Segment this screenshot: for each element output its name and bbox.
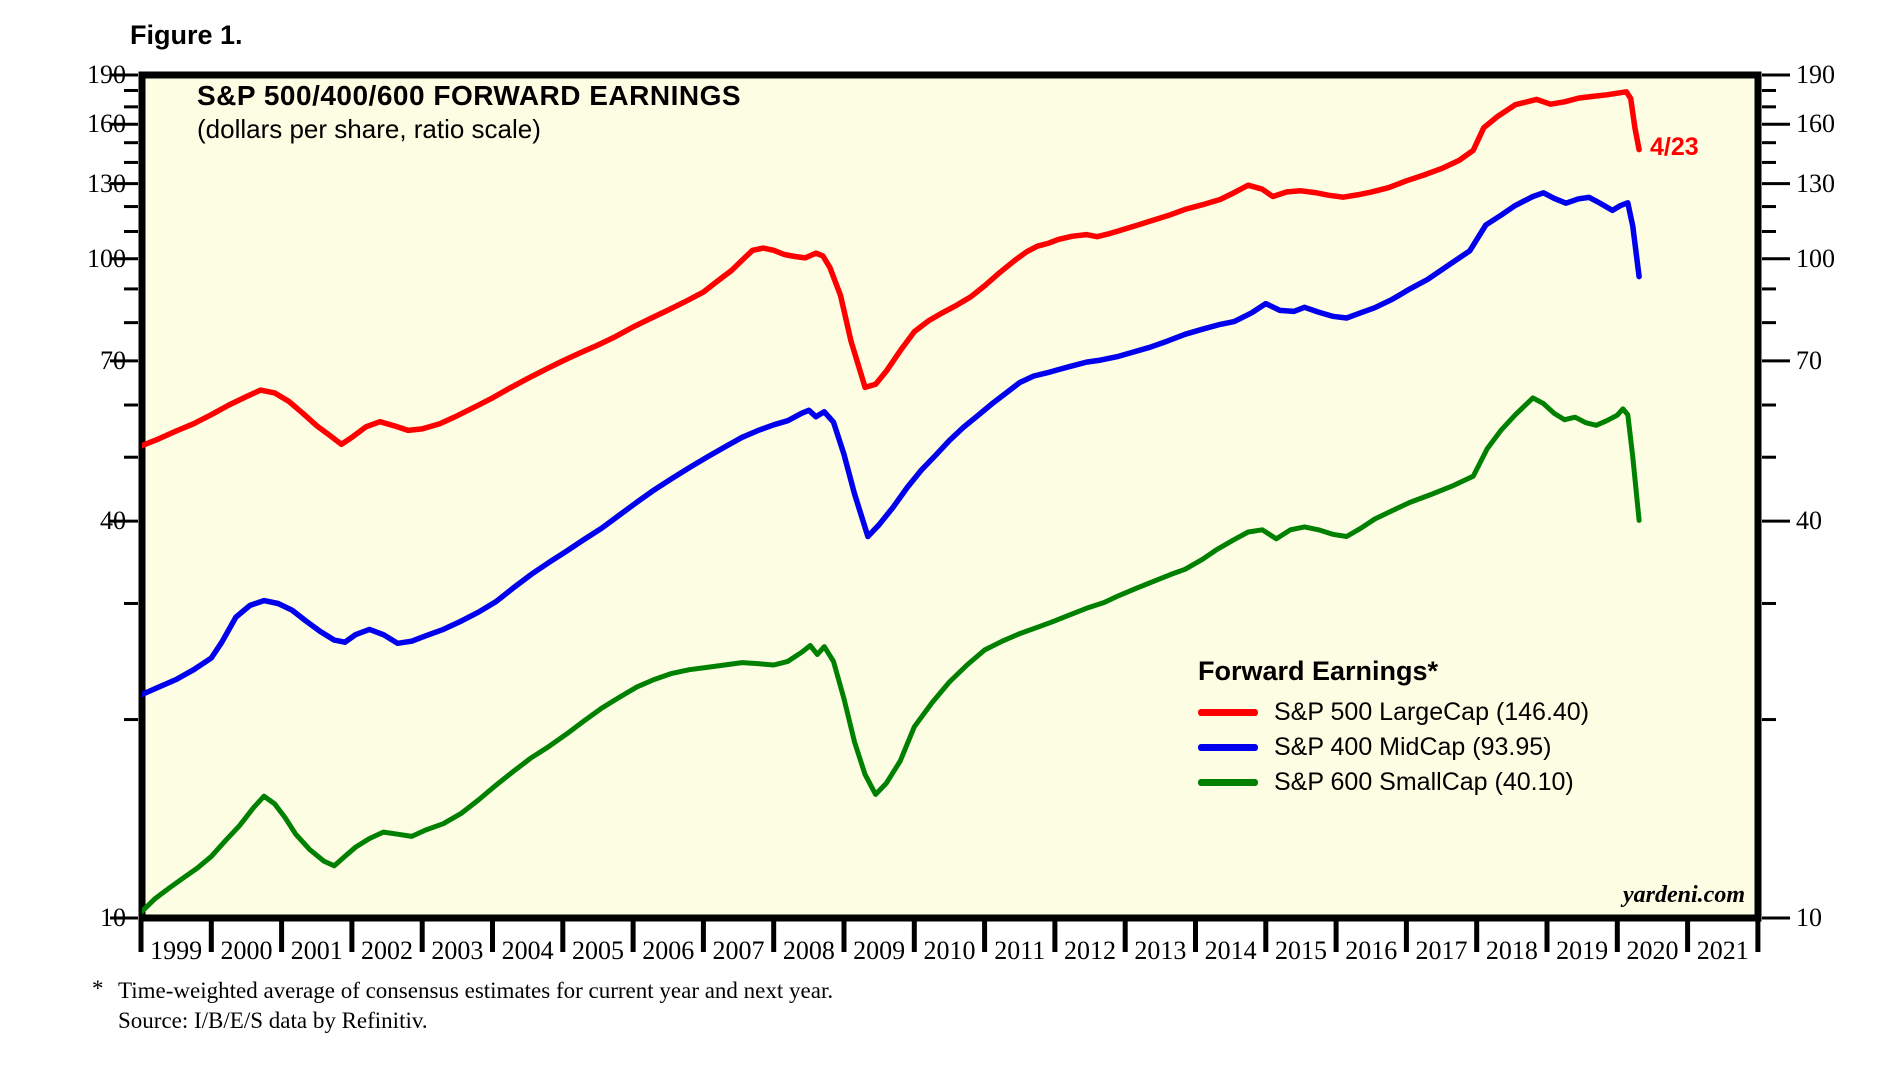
- x-axis-year-label: 2008: [782, 936, 835, 965]
- y-axis-label-left: 100: [87, 243, 126, 273]
- x-axis-year-label: 2021: [1696, 936, 1749, 965]
- legend-item: S&P 600 SmallCap (40.10): [1198, 765, 1589, 800]
- x-axis-year-label: 2018: [1485, 936, 1538, 965]
- x-axis-year-label: 2013: [1134, 936, 1187, 965]
- legend-title: Forward Earnings*: [1198, 656, 1439, 686]
- y-axis-label-left: 190: [87, 60, 126, 89]
- footnote-line2: Source: I/B/E/S data by Refinitiv.: [118, 1008, 428, 1033]
- x-axis-year-label: 2011: [994, 936, 1046, 965]
- footnote-marker: *: [92, 976, 104, 1001]
- watermark-yardeni: yardeni.com: [1623, 882, 1745, 908]
- legend-item-label: S&P 400 MidCap (93.95): [1274, 733, 1552, 761]
- x-axis-year-label: 2017: [1415, 936, 1468, 965]
- footnote-line1: Time-weighted average of consensus estim…: [118, 978, 834, 1003]
- x-axis-year-label: 2007: [712, 936, 765, 965]
- legend-item-label: S&P 600 SmallCap (40.10): [1274, 768, 1574, 796]
- y-axis-label-right: 160: [1796, 109, 1835, 139]
- x-axis-year-label: 2014: [1204, 936, 1257, 965]
- y-axis-label-left: 10: [100, 903, 126, 932]
- x-axis-year-label: 2020: [1626, 936, 1679, 965]
- chart-subtitle: (dollars per share, ratio scale): [197, 114, 541, 144]
- y-axis-label-right: 130: [1796, 168, 1835, 198]
- y-axis-label-left: 40: [100, 506, 126, 536]
- x-axis-year-label: 2019: [1556, 936, 1609, 965]
- legend-items: S&P 500 LargeCap (146.40) S&P 400 MidCap …: [1198, 695, 1589, 800]
- x-axis-year-label: 2015: [1274, 936, 1327, 965]
- legend-swatch-icon: [1198, 779, 1258, 786]
- plot-area: [138, 71, 1762, 922]
- y-axis-label-right: 70: [1796, 345, 1822, 375]
- x-axis-year-label: 2002: [361, 936, 414, 965]
- y-axis-label-left: 160: [87, 109, 126, 139]
- x-ticks: [138, 921, 1761, 952]
- figure-label: Figure 1.: [130, 20, 243, 50]
- legend: Forward Earnings* S&P 500 LargeCap (146.…: [1198, 656, 1589, 800]
- y-axis-label-left: 70: [100, 345, 126, 375]
- last-date-annotation: 4/23: [1650, 133, 1699, 161]
- x-axis-year-label: 2005: [571, 936, 624, 965]
- series-line-s-p-400-midcap: [142, 190, 1642, 698]
- y-axis-label-left: 130: [87, 168, 126, 198]
- x-axis-year-label: 2016: [1345, 936, 1398, 965]
- legend-item: S&P 400 MidCap (93.95): [1198, 730, 1589, 765]
- y-axis-label-right: 190: [1796, 60, 1835, 89]
- x-axis-year-label: 2009: [853, 936, 906, 965]
- series-line-s-p-500-largecap: [142, 89, 1642, 449]
- x-axis-year-label: 2006: [642, 936, 695, 965]
- legend-item-label: S&P 500 LargeCap (146.40): [1274, 698, 1590, 726]
- chart-title: S&P 500/400/600 FORWARD EARNINGS: [197, 80, 742, 111]
- x-axis-year-label: 2000: [220, 936, 273, 965]
- footnote: * Time-weighted average of consensus est…: [92, 976, 833, 1036]
- legend-swatch-icon: [1198, 744, 1258, 751]
- y-axis-label-right: 10: [1796, 903, 1822, 932]
- y-ticks: [110, 73, 1790, 920]
- x-axis-year-label: 2010: [923, 936, 976, 965]
- y-axis-label-right: 40: [1796, 506, 1822, 536]
- legend-item: S&P 500 LargeCap (146.40): [1198, 695, 1589, 730]
- legend-swatch-icon: [1198, 709, 1258, 716]
- x-axis-year-label: 2003: [431, 936, 484, 965]
- x-axis-year-label: 2004: [501, 936, 554, 965]
- x-axis-year-label: 2001: [290, 936, 343, 965]
- x-axis-year-label: 2012: [1064, 936, 1117, 965]
- x-axis-year-label: 1999: [150, 936, 203, 965]
- y-axis-label-right: 100: [1796, 243, 1835, 273]
- series-line-s-p-600-smallcap: [142, 395, 1642, 915]
